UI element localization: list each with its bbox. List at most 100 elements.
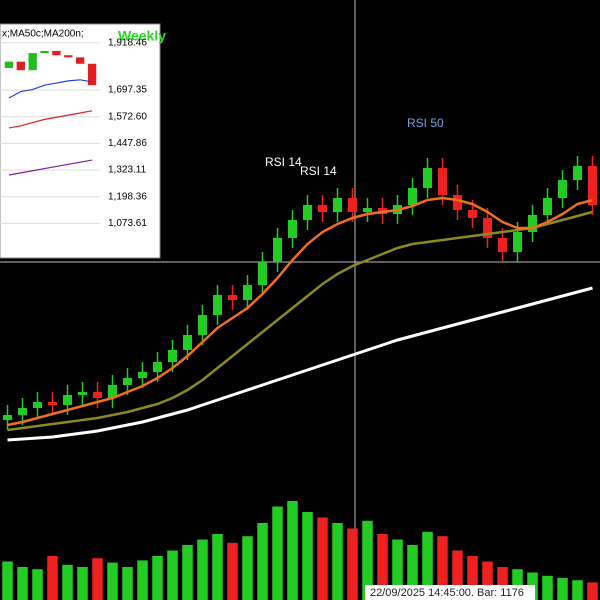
candle-body xyxy=(183,335,192,350)
inset-line xyxy=(8,79,93,99)
candle-body xyxy=(93,392,102,398)
inset-candle xyxy=(87,63,97,86)
volume-bar xyxy=(167,550,178,600)
volume-bar xyxy=(182,545,193,600)
volume-bar xyxy=(62,564,73,600)
volume-bar xyxy=(497,567,508,600)
candle-body xyxy=(153,362,162,372)
candle-body xyxy=(243,285,252,300)
volume-bar xyxy=(317,517,328,600)
volume-bar xyxy=(302,512,313,600)
candle-body xyxy=(483,218,492,238)
candle-body xyxy=(558,180,567,198)
inset-chart: x;MA50c;MA200n; Weekly 1,918.46 1,697.35 1… xyxy=(0,23,166,259)
inset-tick-label: 1,198.36 xyxy=(108,191,147,202)
volume-bar xyxy=(107,562,118,600)
inset-line xyxy=(8,159,93,176)
candle-body xyxy=(363,208,372,212)
volume-bar xyxy=(332,523,343,600)
inset-legend: x;MA50c;MA200n; xyxy=(2,29,84,40)
volume-bar xyxy=(152,556,163,600)
volume-bar xyxy=(272,506,283,600)
status-text: 22/09/2025 14:45:00. Bar: 1176 xyxy=(370,587,524,599)
candle-body xyxy=(408,188,417,205)
inset-candle xyxy=(4,61,14,69)
volume-bar xyxy=(287,501,298,600)
volume-bar xyxy=(92,558,103,600)
candle-body xyxy=(423,168,432,188)
inset-candle xyxy=(40,50,49,54)
inset-tick-label: 1,323.11 xyxy=(108,165,147,176)
candle-body xyxy=(318,205,327,212)
candle-body xyxy=(438,168,447,195)
candle-body xyxy=(18,408,27,415)
candle-body xyxy=(453,195,462,210)
volume-bar xyxy=(482,561,493,600)
candle-body xyxy=(33,402,42,408)
candle-body xyxy=(333,198,342,212)
indicator-line xyxy=(7,210,593,432)
inset-tick-label: 1,572.60 xyxy=(108,111,147,122)
volume-bar xyxy=(32,569,43,600)
inset-candle xyxy=(16,61,25,71)
inset-candle xyxy=(64,55,73,58)
candle-body xyxy=(123,378,132,385)
volume-bar xyxy=(212,534,223,600)
candle-body xyxy=(138,372,147,378)
candle-body xyxy=(78,392,87,395)
inset-candle xyxy=(76,57,85,64)
candle-body xyxy=(348,198,357,212)
candle-body xyxy=(498,238,507,252)
volume-bar xyxy=(587,582,598,600)
volume-bar xyxy=(122,567,133,600)
volume-bar xyxy=(557,578,568,600)
volume-bar xyxy=(257,523,268,600)
candle-body xyxy=(528,215,537,232)
volume-bar xyxy=(242,536,253,600)
candle-body xyxy=(588,166,597,205)
indicator-line xyxy=(7,196,593,427)
candle-body xyxy=(3,415,12,420)
volume-bar xyxy=(377,534,388,600)
candle-body xyxy=(573,166,582,180)
candle-body xyxy=(273,238,282,262)
volume-bar xyxy=(347,528,358,600)
volume-bar xyxy=(2,561,13,600)
inset-title: Weekly xyxy=(118,28,166,44)
annotation: RSI 50 xyxy=(407,116,444,130)
volume-bar xyxy=(422,531,433,600)
volume-bar xyxy=(542,575,553,600)
candle-body xyxy=(213,295,222,315)
volume-bar xyxy=(512,569,523,600)
candle-body xyxy=(288,220,297,238)
volume-bar xyxy=(362,520,373,600)
inset-tick-label: 1,697.35 xyxy=(108,85,147,96)
volume-bar xyxy=(47,556,58,600)
volume-bar xyxy=(572,580,583,600)
inset-tick-label: 1,073.61 xyxy=(108,218,147,229)
candle-body xyxy=(513,232,522,252)
candle-body xyxy=(63,395,72,405)
candle-body xyxy=(48,402,57,405)
candle-body xyxy=(543,198,552,215)
volume-bar xyxy=(17,567,28,600)
annotation: RSI 14 xyxy=(300,164,337,178)
candle-body xyxy=(198,315,207,335)
volume-bar xyxy=(77,567,88,600)
volume-bar xyxy=(137,560,148,600)
volume-bar xyxy=(197,539,208,600)
volume-bar xyxy=(467,556,478,600)
indicator-line xyxy=(7,286,593,442)
status-box xyxy=(365,585,535,600)
inset-candle xyxy=(28,53,37,71)
candle-body xyxy=(228,295,237,300)
inset-tick-label: 1,447.86 xyxy=(108,138,147,149)
candle-body xyxy=(108,385,117,398)
volume-bar xyxy=(452,550,463,600)
candle-body xyxy=(168,350,177,362)
inset-line xyxy=(8,110,93,129)
inset-candle xyxy=(52,50,61,56)
candle-body xyxy=(303,205,312,220)
